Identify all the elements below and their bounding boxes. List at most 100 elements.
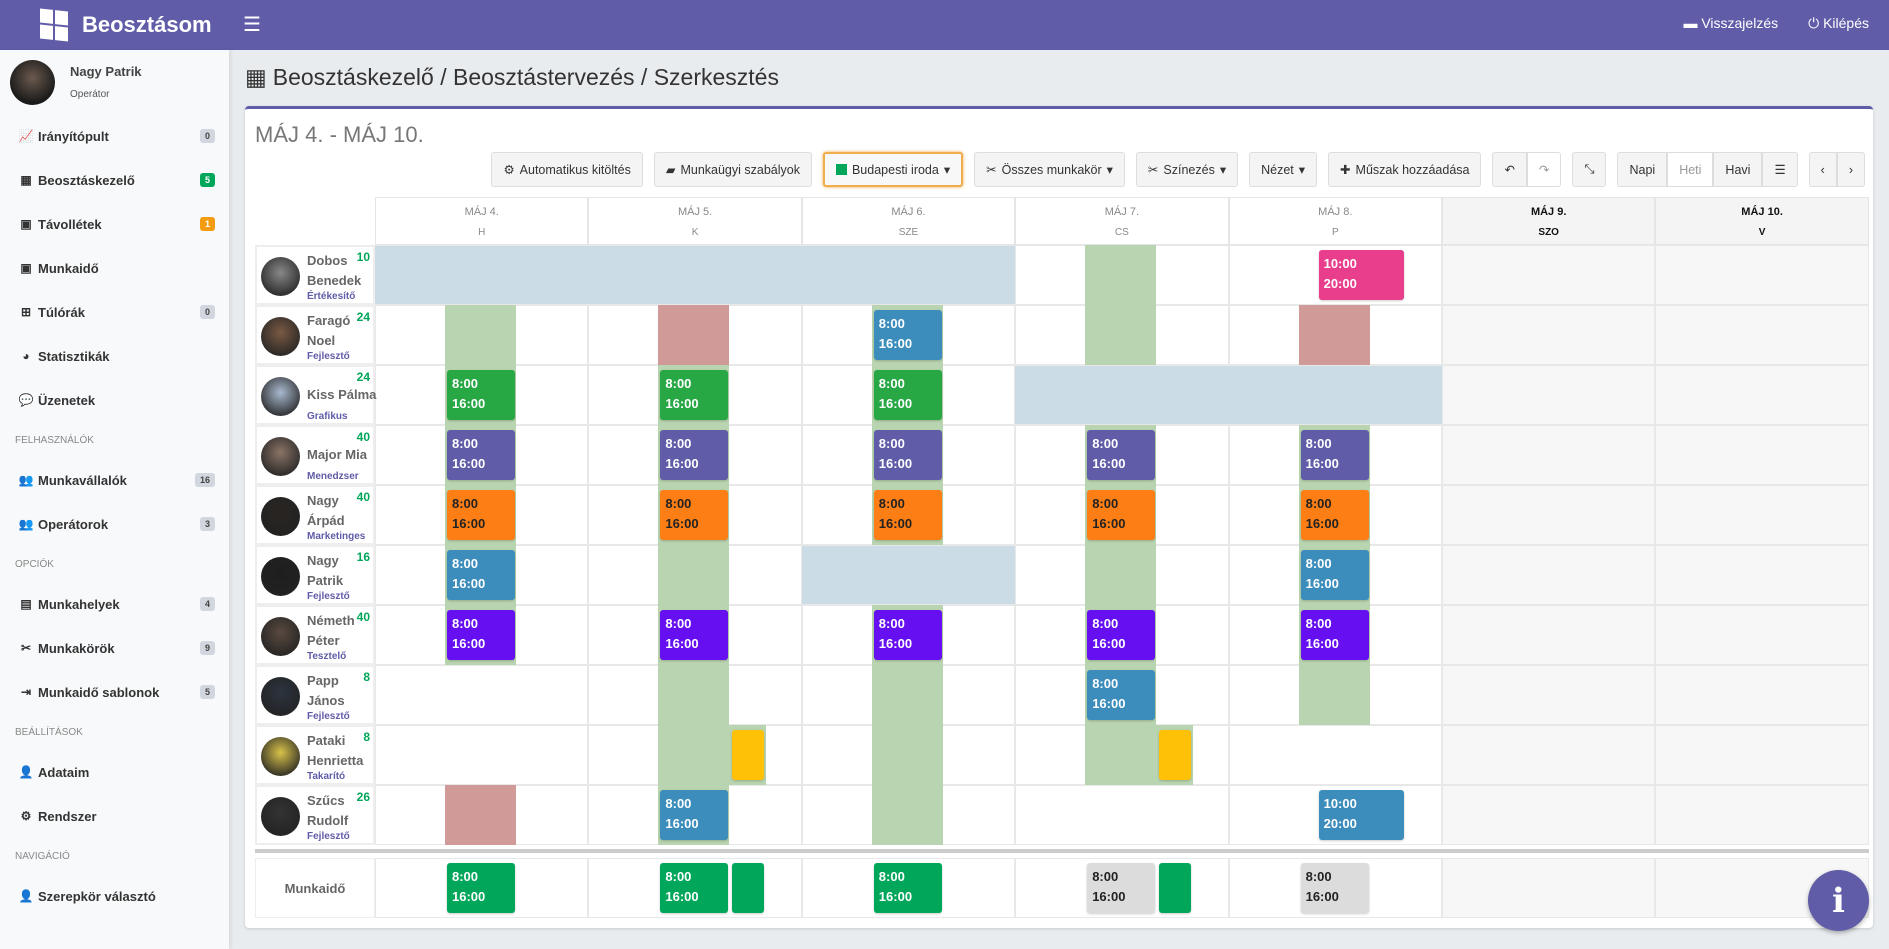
shift-card[interactable]: 8:00 16:00 [1087, 610, 1156, 660]
daily-view-button[interactable]: Napi [1617, 152, 1668, 187]
brand[interactable]: Beosztásom [40, 8, 212, 42]
sidebar-item-munkavállalók[interactable]: 👥 Munkavállalók 16 [0, 458, 229, 502]
employee-cell[interactable]: Major Mia Menedzser 40 [255, 425, 375, 485]
undo-button[interactable]: ↶ [1492, 152, 1527, 187]
shift-card[interactable]: 8:00 16:00 [873, 610, 942, 660]
shift-card[interactable]: 8:00 16:00 [873, 490, 942, 540]
shift-card[interactable]: 8:00 16:00 [660, 863, 729, 913]
schedule-cell[interactable] [1442, 785, 1656, 845]
schedule-cell[interactable] [1655, 665, 1869, 725]
absence-block[interactable] [801, 546, 1016, 604]
sidebar-item-munkakörök[interactable]: ✂ Munkakörök 9 [0, 626, 229, 670]
schedule-cell[interactable] [1655, 725, 1869, 785]
shift-card[interactable]: 8:00 16:00 [873, 430, 942, 480]
labor-rules-button[interactable]: ▰ Munkaügyi szabályok [653, 152, 812, 187]
shift-card[interactable]: 8:00 16:00 [873, 370, 942, 420]
schedule-cell[interactable] [1442, 425, 1656, 485]
shift-card[interactable]: 8:00 16:00 [1300, 863, 1369, 913]
shift-card[interactable]: 8:00 16:00 [1087, 863, 1156, 913]
shift-card[interactable]: 8:00 16:00 [873, 310, 942, 360]
view-dropdown[interactable]: Nézet ▾ [1249, 152, 1318, 187]
sidebar-item-munkahelyek[interactable]: ▤ Munkahelyek 4 [0, 582, 229, 626]
sidebar-item-rendszer[interactable]: ⚙ Rendszer [0, 794, 229, 838]
schedule-cell[interactable] [1655, 605, 1869, 665]
schedule-cell[interactable] [375, 725, 589, 785]
employee-cell[interactable]: Papp János Fejlesztő 8 [255, 665, 375, 725]
schedule-cell[interactable] [1015, 785, 1229, 845]
sidebar-item-munkaidő[interactable]: ▣ Munkaidő [0, 246, 229, 290]
schedule-cell[interactable] [1442, 365, 1656, 425]
schedule-cell[interactable] [1228, 725, 1442, 785]
shift-card[interactable]: 8:00 16:00 [1300, 490, 1369, 540]
info-button[interactable]: i [1808, 870, 1869, 931]
schedule-cell[interactable] [1442, 725, 1656, 785]
sidebar-item-túlórák[interactable]: ⊞ Túlórák 0 [0, 290, 229, 334]
shift-block[interactable] [732, 730, 765, 780]
shift-card[interactable]: 8:00 16:00 [1300, 550, 1369, 600]
employee-cell[interactable]: Kiss Pálma Grafikus 24 [255, 365, 376, 425]
absence-block[interactable] [375, 246, 1016, 304]
employee-cell[interactable]: Nagy Árpád Marketinges 40 [255, 485, 375, 545]
shift-card[interactable]: 8:00 16:00 [447, 430, 515, 480]
worktime-cell[interactable] [1442, 858, 1656, 918]
employee-cell[interactable]: Dobos Benedek Értékesítő 10 [255, 245, 375, 305]
sidebar-item-statisztikák[interactable]: ◕ Statisztikák [0, 334, 229, 378]
schedule-cell[interactable] [1442, 665, 1656, 725]
sidebar-item-irányítópult[interactable]: 📈 Irányítópult 0 [0, 114, 229, 158]
logout-link[interactable]: ⏻ Kilépés [1808, 15, 1869, 32]
location-dropdown[interactable]: Budapesti iroda ▾ [822, 152, 964, 187]
shift-card[interactable]: 8:00 16:00 [660, 370, 729, 420]
employee-cell[interactable]: Németh Péter Tesztelő 40 [255, 605, 375, 665]
shift-card[interactable]: 8:00 16:00 [447, 370, 515, 420]
redo-button[interactable]: ↷ [1526, 152, 1562, 187]
sidebar-item-üzenetek[interactable]: 💬 Üzenetek [0, 378, 229, 422]
shift-card[interactable]: 8:00 16:00 [1087, 430, 1156, 480]
feedback-link[interactable]: ▬ Visszajelzés [1683, 15, 1778, 32]
schedule-cell[interactable] [1655, 785, 1869, 845]
employee-cell[interactable]: Faragó Noel Fejlesztő 24 [255, 305, 375, 365]
schedule-cell[interactable] [1442, 485, 1656, 545]
shift-card[interactable]: 8:00 16:00 [447, 610, 515, 660]
shift-card[interactable]: 8:00 16:00 [660, 790, 729, 840]
absence-block[interactable] [1015, 366, 1442, 424]
previous-week-button[interactable]: ‹ [1808, 152, 1837, 187]
schedule-cell[interactable] [1655, 485, 1869, 545]
schedule-cell[interactable] [1442, 245, 1656, 305]
schedule-cell[interactable] [1655, 545, 1869, 605]
schedule-cell[interactable] [375, 665, 589, 725]
shift-card[interactable]: 8:00 16:00 [660, 430, 729, 480]
shift-card[interactable]: 8:00 16:00 [873, 863, 942, 913]
shift-block[interactable] [1159, 863, 1192, 913]
employee-cell[interactable]: Szűcs Rudolf Fejlesztő 26 [255, 785, 375, 845]
schedule-cell[interactable] [1655, 245, 1869, 305]
employee-cell[interactable]: Pataki Henrietta Takarító 8 [255, 725, 375, 785]
monthly-view-button[interactable]: Havi [1713, 152, 1763, 187]
shift-card[interactable]: 8:00 16:00 [447, 863, 515, 913]
employee-cell[interactable]: Nagy Patrik Fejlesztő 16 [255, 545, 375, 605]
shift-card[interactable]: 8:00 16:00 [1300, 610, 1369, 660]
settings-sliders-button[interactable]: ☰ [1762, 152, 1798, 187]
shift-card[interactable]: 8:00 16:00 [447, 550, 515, 600]
shift-card[interactable]: 8:00 16:00 [1300, 430, 1369, 480]
schedule-cell[interactable] [1655, 425, 1869, 485]
sidebar-item-operátorok[interactable]: 👥 Operátorok 3 [0, 502, 229, 546]
shift-card[interactable]: 10:00 20:00 [1318, 790, 1404, 840]
schedule-cell[interactable] [1442, 545, 1656, 605]
schedule-cell[interactable] [1655, 365, 1869, 425]
shift-block[interactable] [1159, 730, 1192, 780]
sidebar-item-beosztáskezelő[interactable]: ▦ Beosztáskezelő 5 [0, 158, 229, 202]
weekly-view-button[interactable]: Heti [1667, 152, 1714, 187]
sidebar-item-munkaidő-sablonok[interactable]: ⇥ Munkaidő sablonok 5 [0, 670, 229, 714]
autofill-button[interactable]: ⚙ Automatikus kitöltés [491, 152, 643, 187]
shift-card[interactable]: 8:00 16:00 [660, 610, 729, 660]
schedule-cell[interactable] [1442, 305, 1656, 365]
next-week-button[interactable]: › [1836, 152, 1865, 187]
shift-card[interactable]: 10:00 20:00 [1318, 250, 1404, 300]
shift-card[interactable]: 8:00 16:00 [1087, 490, 1156, 540]
sidebar-item-szerepkör-választó[interactable]: 👤 Szerepkör választó [0, 874, 229, 918]
add-shift-button[interactable]: ✚ Műszak hozzáadása [1328, 152, 1482, 187]
sidebar-item-távollétek[interactable]: ▣ Távollétek 1 [0, 202, 229, 246]
roles-dropdown[interactable]: ✂ Összes munkakör ▾ [974, 152, 1125, 187]
menu-toggle-icon[interactable]: ☰ [243, 14, 261, 36]
schedule-cell[interactable] [1442, 605, 1656, 665]
